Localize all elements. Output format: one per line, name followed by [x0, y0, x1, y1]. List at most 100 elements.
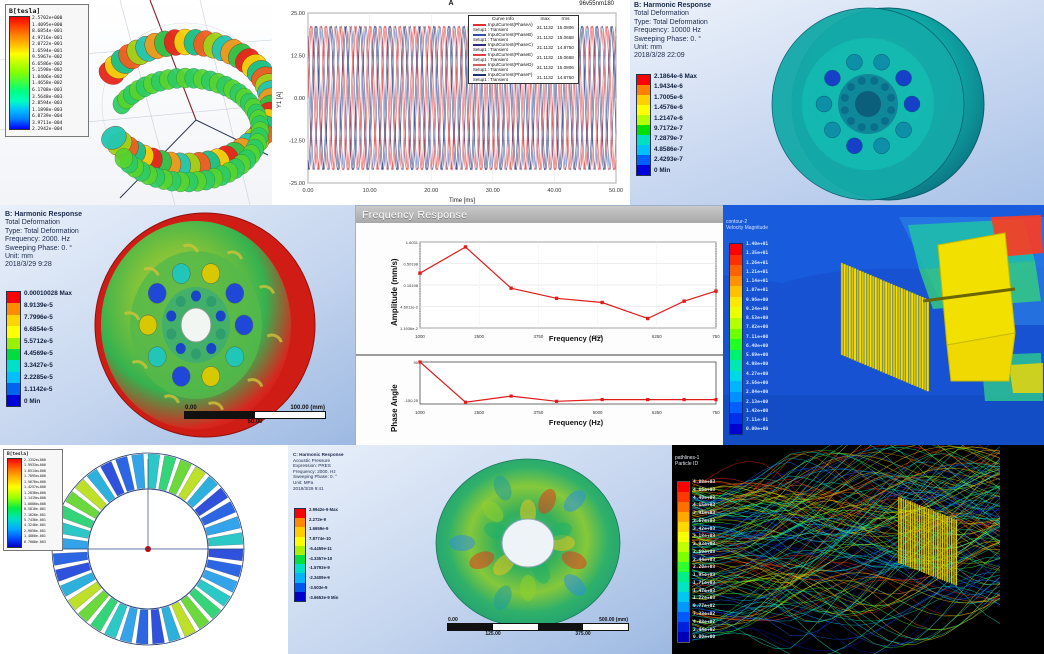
amplitude-plot-svg: 1.6031 0.50198 0.15198 4.6011e-2 1.1936e-2 1…	[400, 240, 720, 339]
rotor-fin	[879, 279, 883, 372]
pathline	[691, 579, 1001, 622]
pathline	[691, 446, 1001, 495]
stator-tooth	[131, 454, 146, 490]
rotor-hole	[206, 296, 217, 307]
header-line: Unit: mm	[634, 44, 662, 52]
legend-value: 0.00e+00	[746, 427, 769, 433]
rotor-fin	[898, 497, 900, 563]
stator-tooth	[205, 516, 241, 536]
stator-tooth	[158, 455, 177, 491]
rotor-hole	[840, 93, 849, 102]
header-line: 2018/3/29 9:41	[293, 485, 324, 491]
stator-tooth	[75, 479, 107, 510]
legend-value: 7.11e+00	[746, 334, 769, 340]
curve-setup: Setup1 : Transient	[473, 47, 508, 52]
curve-setup: Setup1 : Transient	[473, 27, 508, 32]
curve-name: InputCurrent(PhaseD)	[488, 62, 533, 67]
rotor-hole	[191, 290, 201, 302]
pathline	[691, 579, 1001, 625]
window-frequency-response: Frequency Response Amplitude (mm/s) 1.60…	[355, 205, 725, 447]
header-line: Acoustic Pressure	[293, 457, 331, 463]
legend-value: 4.88e+02	[693, 619, 716, 625]
legend-value: 6.40e+00	[746, 343, 769, 349]
rotor-slot	[131, 360, 148, 370]
y-tick: 1.1936e-2	[400, 326, 419, 331]
y-tick: 12.50	[291, 54, 305, 60]
legend-row: InputCurrent(PhaseC) Setup1 : Transient 21…	[471, 42, 576, 52]
phase-curve	[419, 361, 716, 403]
legend-value: 1.1142e-5	[24, 385, 53, 393]
rotor-fin	[902, 498, 905, 565]
legend-value: 1.21e+01	[746, 269, 769, 275]
pathline	[691, 445, 1001, 518]
legend-value: 2.9942e-9 Max	[309, 507, 338, 512]
rotor-fin	[911, 292, 914, 385]
rotor-hole	[147, 283, 167, 304]
legend-value: 2.2942e-004	[32, 127, 63, 133]
pathline	[691, 445, 1001, 503]
cfd-legend-header: contour-2 Velocity Magnitude	[726, 219, 768, 231]
curve-rms: 15.0806	[557, 24, 574, 30]
rotor-hole	[215, 310, 226, 322]
stator-tooth	[171, 601, 196, 637]
legend-value: 6.1708e-003	[32, 88, 63, 94]
pressure-lobe	[520, 575, 536, 601]
legend-value: 1.2838e+000	[24, 490, 46, 495]
rotor-hole	[847, 117, 855, 125]
curve-name: InputCurrent(PhaseA)	[488, 22, 533, 27]
x-tick: 50.00	[609, 188, 623, 194]
data-point	[463, 400, 468, 404]
stator-tooth	[86, 469, 116, 503]
legend-row: InputCurrent(PhaseD) Setup1 : Transient 21…	[471, 62, 576, 72]
legend-value: 3.5648e-003	[32, 94, 63, 100]
phase-x-label: Frequency (Hz)	[548, 418, 604, 427]
rotor-fin	[950, 517, 953, 584]
legend-value: 9.77e+02	[693, 604, 716, 610]
legend-value: 5.5712e-5	[24, 337, 53, 345]
legend-value: 7.8774e-10	[309, 536, 331, 542]
rotor-slot	[266, 333, 283, 343]
coil-segment	[101, 125, 127, 150]
rotor-fin	[908, 291, 911, 384]
rotor-fin	[872, 276, 875, 369]
legend-value: -3.503e-9	[309, 584, 328, 590]
curve-max: 21.1132	[536, 34, 554, 40]
header-line: Unit: MPa	[293, 479, 314, 485]
pathline	[691, 459, 1001, 513]
rotor-fin	[918, 295, 922, 389]
x-tick: 20.00	[424, 188, 438, 194]
rotor-hole	[201, 366, 221, 387]
legend-value: -4.3357e-10	[309, 555, 333, 561]
stator-tooth	[147, 453, 161, 489]
pathline	[691, 447, 1001, 513]
stator-tooth	[65, 491, 100, 519]
pathline	[691, 555, 1001, 614]
legend-value: 4.8586e-7	[654, 145, 683, 153]
rotor-hole	[225, 346, 245, 367]
panel-harmonic-mid: B: Harmonic Response Total Deformation Ty…	[0, 205, 355, 445]
rotor-fin	[923, 506, 925, 573]
coil-segment	[114, 148, 134, 169]
pressure-lobe	[449, 535, 475, 551]
legend-value: 7.82e+00	[746, 325, 769, 331]
pathline	[691, 485, 1001, 545]
y-tick: -12.50	[289, 139, 305, 145]
stator-tooth	[180, 595, 210, 629]
rotor-hole	[824, 69, 841, 87]
x-tick: 3750	[534, 410, 544, 415]
pathline	[691, 586, 1001, 652]
rotor-hole	[846, 137, 863, 155]
pathline	[691, 587, 1001, 634]
rotor-fin	[955, 519, 958, 586]
header-line: Sweeping Phase: 0. °	[634, 35, 702, 43]
amplitude-x-label: Frequency (Hz)	[548, 334, 604, 343]
legend-row: InputCurrent(PhaseE) Setup1 : Transient 21…	[471, 52, 576, 62]
rotor-fin	[885, 281, 888, 374]
scalebar-mid1: 125.00	[485, 631, 501, 637]
legend-value: 4.27e+00	[746, 371, 769, 377]
pathline	[691, 491, 1001, 538]
data-point	[682, 397, 686, 402]
pathline	[691, 511, 1001, 577]
legend-value: 8.53e+00	[746, 316, 769, 322]
legend-value: 2.2285e-5	[24, 373, 53, 381]
